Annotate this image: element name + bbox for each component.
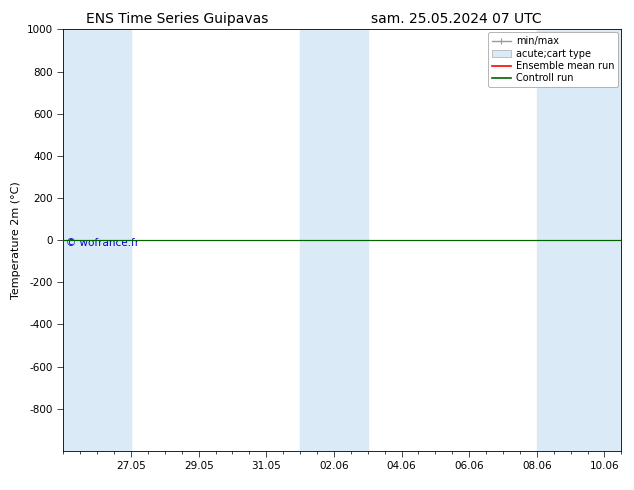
Y-axis label: Temperature 2m (°C): Temperature 2m (°C): [11, 181, 22, 299]
Text: © wofrance.fr: © wofrance.fr: [66, 238, 139, 248]
Title: ENS Time Series Guipavas      sam. 25.05.2024 07 UTC: ENS Time Series Guipavas sam. 25.05.2024…: [0, 489, 1, 490]
Bar: [300, 29, 368, 451]
Text: sam. 25.05.2024 07 UTC: sam. 25.05.2024 07 UTC: [371, 12, 542, 26]
Bar: [537, 29, 621, 451]
Legend: min/max, acute;cart type, Ensemble mean run, Controll run: min/max, acute;cart type, Ensemble mean …: [488, 32, 618, 87]
Text: ENS Time Series Guipavas: ENS Time Series Guipavas: [86, 12, 269, 26]
Bar: [63, 29, 131, 451]
